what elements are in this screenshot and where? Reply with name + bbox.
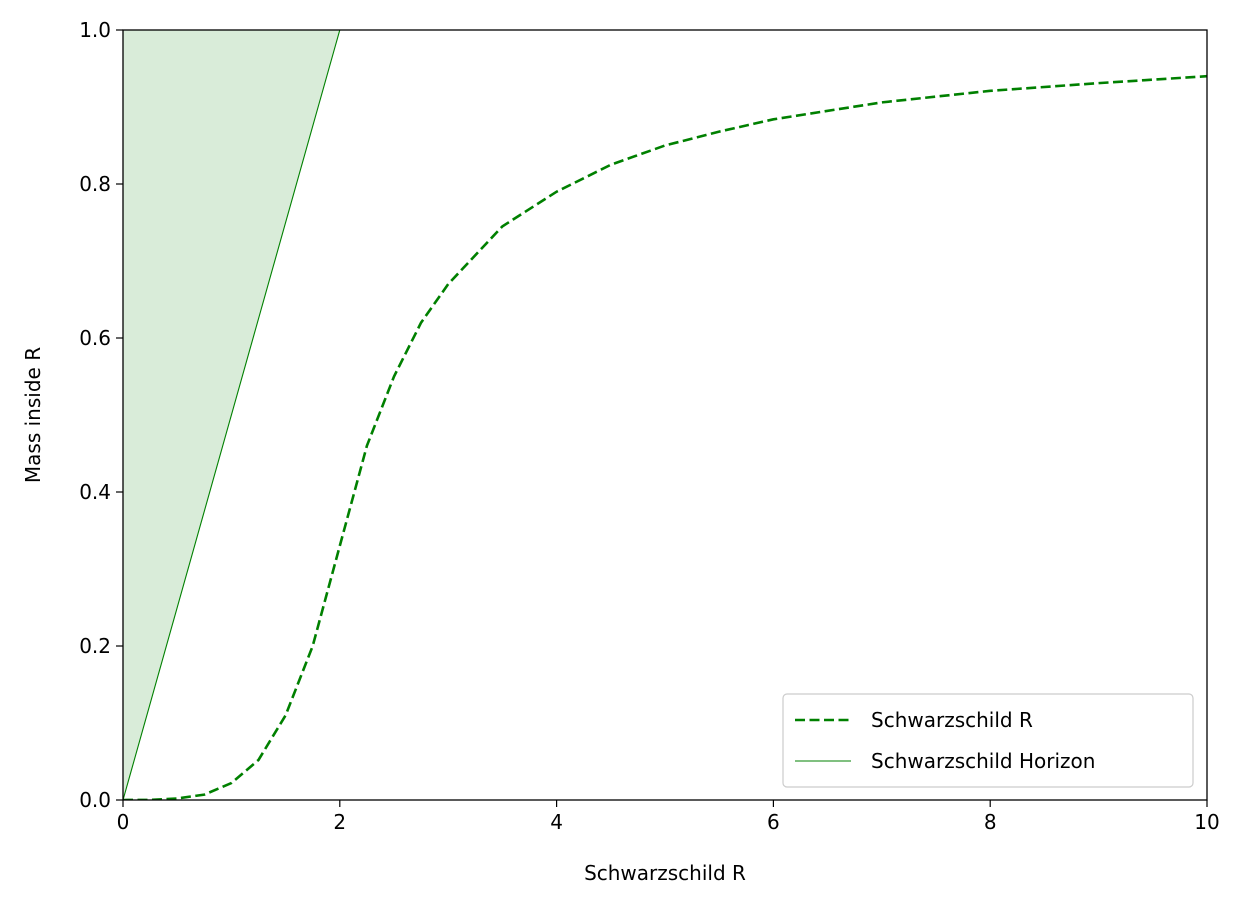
series-line-0	[123, 74, 1207, 800]
plot-frame	[122, 29, 1208, 801]
y-tick-label: 0.4	[79, 480, 111, 504]
y-tick-label: 0.2	[79, 634, 111, 658]
y-tick-label: 1.0	[79, 18, 111, 42]
x-tick-label: 6	[767, 810, 780, 834]
x-tick-label: 2	[333, 810, 346, 834]
plot-area	[123, 30, 1207, 800]
y-tick-label: 0.0	[79, 788, 111, 812]
x-tick-label: 10	[1194, 810, 1219, 834]
y-axis-label: Mass inside R	[21, 347, 45, 483]
x-tick-label: 4	[550, 810, 563, 834]
y-tick-label: 0.6	[79, 326, 111, 350]
y-tick-label: 0.8	[79, 172, 111, 196]
legend-label-0: Schwarzschild R	[871, 708, 1033, 732]
series-line-1	[123, 30, 341, 800]
x-tick-label: 0	[117, 810, 130, 834]
x-tick-label: 8	[984, 810, 997, 834]
axes: 0 2 4 6 8 10 0.0 0.2 0.4 0.6 0.8 1.0	[79, 18, 1220, 834]
legend-box	[782, 693, 1194, 788]
legend: Schwarzschild R Schwarzschild Horizon	[782, 693, 1194, 788]
legend-label-1: Schwarzschild Horizon	[871, 749, 1095, 773]
x-axis-label: Schwarzschild R	[584, 861, 746, 885]
